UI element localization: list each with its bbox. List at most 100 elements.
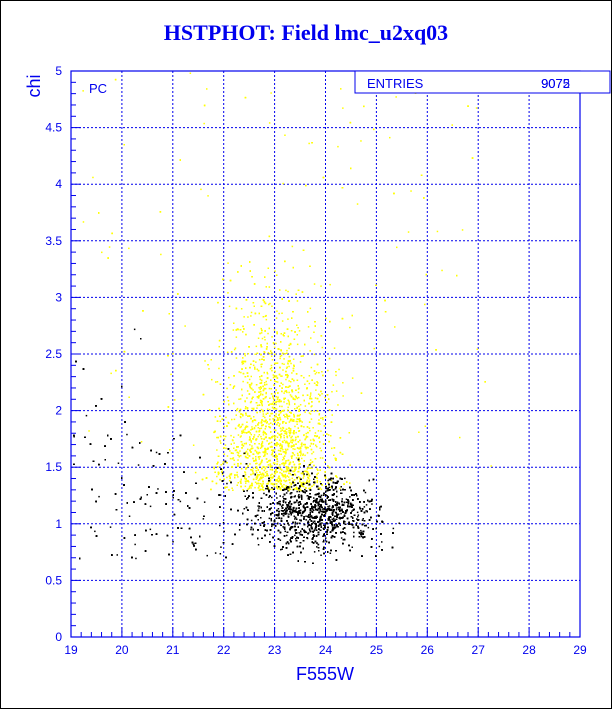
data-point bbox=[242, 357, 244, 359]
data-point bbox=[315, 389, 317, 391]
data-point bbox=[224, 487, 226, 489]
data-point bbox=[281, 352, 284, 355]
data-point bbox=[310, 448, 313, 451]
data-point bbox=[335, 508, 338, 511]
data-point bbox=[243, 316, 245, 318]
data-point bbox=[298, 457, 300, 459]
data-point bbox=[233, 442, 235, 444]
data-point bbox=[276, 497, 278, 499]
data-point bbox=[293, 413, 295, 416]
data-point bbox=[288, 403, 291, 406]
data-point bbox=[246, 480, 248, 482]
data-point bbox=[304, 446, 307, 448]
data-point bbox=[262, 299, 265, 301]
data-point bbox=[242, 431, 245, 433]
data-point bbox=[231, 439, 234, 441]
data-point bbox=[217, 473, 220, 476]
data-point bbox=[270, 519, 273, 522]
data-point bbox=[271, 412, 274, 415]
data-point bbox=[270, 465, 273, 467]
data-point bbox=[213, 467, 215, 470]
data-point bbox=[250, 528, 252, 531]
data-point bbox=[310, 510, 312, 512]
data-point bbox=[227, 292, 229, 294]
data-point bbox=[290, 381, 292, 383]
data-point bbox=[268, 404, 270, 406]
data-point bbox=[325, 401, 328, 404]
data-point bbox=[316, 542, 318, 544]
data-point bbox=[276, 463, 278, 465]
data-point bbox=[242, 325, 244, 328]
data-point bbox=[296, 420, 298, 423]
data-point bbox=[220, 546, 222, 548]
data-point bbox=[335, 374, 337, 377]
data-point bbox=[275, 401, 277, 403]
data-point bbox=[296, 452, 299, 455]
data-point bbox=[218, 345, 220, 348]
data-point bbox=[167, 355, 169, 357]
data-point bbox=[295, 457, 298, 459]
data-point bbox=[269, 368, 272, 370]
data-point bbox=[297, 385, 299, 387]
data-point bbox=[281, 390, 283, 392]
data-point bbox=[257, 435, 259, 438]
data-point bbox=[316, 381, 318, 383]
data-point bbox=[275, 389, 277, 391]
data-point bbox=[239, 426, 241, 429]
data-point bbox=[264, 451, 267, 454]
data-point bbox=[260, 438, 263, 440]
data-point bbox=[253, 434, 256, 436]
data-point bbox=[312, 427, 314, 429]
data-point bbox=[273, 384, 275, 386]
data-point bbox=[279, 487, 282, 489]
data-point bbox=[299, 454, 302, 457]
data-point bbox=[230, 443, 232, 445]
data-point bbox=[238, 398, 240, 400]
data-point bbox=[313, 382, 316, 384]
data-point bbox=[274, 470, 277, 473]
data-point bbox=[278, 414, 280, 416]
data-point bbox=[301, 485, 303, 487]
data-point bbox=[301, 442, 303, 444]
data-point bbox=[306, 394, 309, 396]
data-point bbox=[290, 455, 293, 458]
data-point bbox=[266, 383, 268, 386]
data-point bbox=[174, 399, 176, 401]
data-point bbox=[299, 463, 301, 465]
data-point bbox=[108, 246, 111, 248]
data-point bbox=[296, 406, 298, 409]
data-point bbox=[294, 439, 296, 442]
data-point bbox=[263, 469, 265, 472]
data-point bbox=[292, 358, 295, 360]
data-point bbox=[209, 409, 211, 411]
data-point bbox=[249, 432, 251, 434]
data-point bbox=[293, 364, 295, 366]
data-point bbox=[244, 474, 247, 476]
data-point bbox=[297, 327, 299, 329]
data-point bbox=[274, 415, 276, 418]
data-point bbox=[285, 487, 287, 490]
data-point bbox=[257, 487, 260, 489]
data-point bbox=[98, 495, 100, 498]
data-point bbox=[283, 479, 285, 482]
data-point bbox=[268, 443, 270, 445]
data-point bbox=[238, 529, 241, 531]
data-point bbox=[255, 466, 258, 468]
data-point bbox=[286, 534, 288, 537]
data-point bbox=[298, 410, 300, 412]
data-point bbox=[286, 448, 289, 451]
data-point bbox=[258, 387, 260, 389]
data-point bbox=[274, 392, 276, 395]
data-point bbox=[308, 481, 310, 483]
data-point bbox=[245, 456, 248, 459]
data-point bbox=[262, 409, 264, 412]
data-point bbox=[309, 467, 311, 469]
data-point bbox=[471, 157, 474, 159]
data-point bbox=[335, 459, 337, 461]
data-point bbox=[263, 438, 265, 440]
data-point bbox=[224, 444, 227, 446]
data-point bbox=[284, 452, 287, 454]
data-point bbox=[308, 421, 311, 423]
data-point bbox=[300, 425, 303, 427]
data-point bbox=[249, 438, 251, 440]
